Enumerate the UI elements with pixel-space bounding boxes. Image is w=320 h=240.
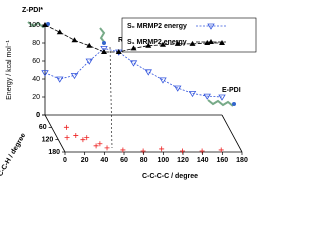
marker (219, 40, 225, 45)
marker (189, 40, 196, 46)
y-tick-label: 80 (32, 40, 40, 47)
legend-marker (207, 23, 215, 30)
marker (203, 93, 211, 100)
marker (42, 22, 48, 27)
marker (218, 94, 226, 101)
x-tick-label: 160 (216, 157, 228, 164)
legend-label: S₁ MRMP2 energy (127, 39, 187, 46)
marker (130, 45, 137, 51)
chart: Z-PDI* RS40 E-PDI Energy / kcal mol⁻¹ C-… (0, 7, 257, 184)
x-tick-label: 140 (197, 157, 209, 164)
marker (101, 49, 107, 54)
marker (56, 76, 64, 83)
marker (100, 46, 108, 53)
z-axis-label: H-C-C-H / degree (0, 132, 27, 184)
marker (144, 69, 152, 76)
legend-label: S₀ MRMP2 energy (127, 23, 187, 30)
x-tick-label: 20 (81, 157, 89, 164)
projection-point (199, 148, 205, 154)
projection-point (104, 145, 110, 151)
x-tick-label: 120 (177, 157, 189, 164)
projection-point (73, 133, 79, 139)
annotation: Z-PDI* (22, 7, 43, 14)
marker (145, 42, 152, 48)
x-axis-label: C-C-C-C / degree (142, 173, 198, 180)
x-tick-label: 100 (157, 157, 169, 164)
axis-line (221, 114, 243, 153)
marker (56, 29, 63, 35)
marker (174, 85, 182, 92)
marker (41, 70, 49, 77)
legend-marker (208, 39, 214, 44)
x-tick-label: 80 (140, 157, 148, 164)
marker (188, 91, 197, 98)
y-tick-label: 40 (32, 76, 40, 83)
y-axis-label: Energy / kcal mol⁻¹ (6, 39, 13, 99)
projection-point (93, 143, 99, 149)
marker (86, 42, 93, 48)
projection-point (84, 135, 90, 141)
marker (71, 37, 78, 43)
marker (85, 58, 93, 65)
x-tick-label: 40 (100, 157, 108, 164)
z-tick-label: 180 (48, 149, 60, 156)
marker (129, 60, 138, 67)
marker (174, 40, 181, 46)
projection-point (64, 135, 70, 141)
projection-point (63, 124, 69, 130)
y-tick-label: 100 (28, 22, 40, 29)
y-tick-label: 60 (32, 58, 40, 65)
z-tick-label: 60 (39, 124, 47, 131)
projection-point (120, 147, 126, 153)
projection-point (218, 147, 224, 153)
projection-point (97, 141, 103, 147)
x-tick-label: 0 (63, 157, 67, 164)
projection-point (179, 148, 185, 154)
y-tick-label: 20 (32, 94, 40, 101)
projection-point (159, 146, 165, 152)
series-line (44, 47, 223, 98)
marker (159, 77, 167, 84)
y-tick-label: 0 (36, 112, 40, 119)
marker (160, 41, 166, 47)
x-tick-label: 180 (236, 157, 248, 164)
z-tick-label: 0 (36, 112, 40, 119)
x-tick-label: 60 (120, 157, 128, 164)
projection-point (80, 137, 86, 143)
marker (70, 73, 79, 80)
guide-line (109, 46, 113, 149)
projection-point (140, 148, 146, 154)
marker (115, 49, 122, 54)
z-tick-label: 120 (42, 137, 54, 144)
annotation: E-PDI (222, 87, 241, 94)
axis-line (44, 114, 66, 153)
